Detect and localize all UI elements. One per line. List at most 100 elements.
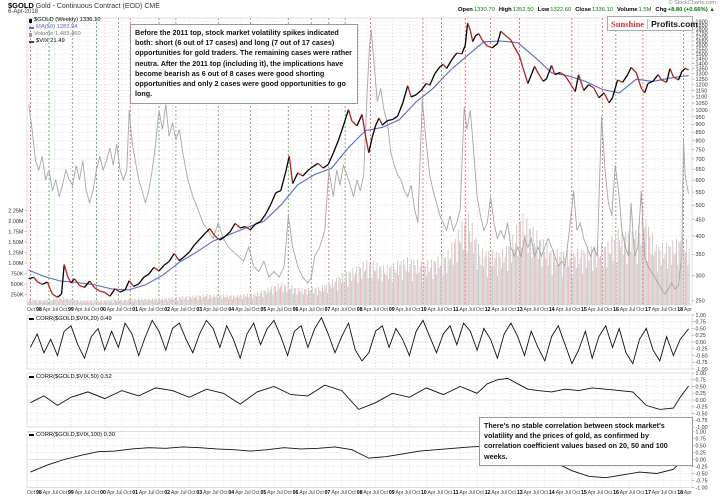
- annotation-box-top: Before the 2011 top, stock market volati…: [130, 24, 358, 104]
- swatch-square-icon: [29, 18, 32, 23]
- symbol-description: Gold - Continuous Contract (EOD) CME: [35, 3, 160, 10]
- date-tick-month: Oct: [251, 306, 260, 313]
- svg-text:750: 750: [696, 147, 705, 153]
- date-tick-month: Apr: [427, 489, 436, 496]
- date-tick-month: Apr: [555, 489, 564, 496]
- date-tick-month: Apr: [138, 306, 147, 313]
- svg-text:500K: 500K: [11, 282, 24, 288]
- svg-text:700: 700: [696, 157, 705, 163]
- legend-text: $GOLD (Weekly) 1336.10: [34, 17, 101, 23]
- svg-text:1900: 1900: [696, 19, 708, 25]
- date-tick-month: Jul: [596, 489, 604, 496]
- date-tick-month: Apr: [106, 306, 115, 313]
- date-tick-month: Oct: [411, 489, 421, 496]
- date-tick-month: Oct: [347, 489, 356, 496]
- date-tick-month: Apr: [42, 306, 51, 313]
- date-tick-year: 06: [292, 306, 299, 313]
- svg-text:1.00: 1.00: [696, 313, 706, 319]
- svg-text:1800: 1800: [696, 27, 708, 33]
- date-tick-month: Jul: [244, 489, 251, 496]
- date-tick-month: Apr: [267, 489, 276, 496]
- date-tick-year: 13: [516, 306, 523, 313]
- price-axis-labels: 1900185018001750170016501600155015001450…: [692, 19, 708, 304]
- quote-label: Open: [458, 7, 473, 13]
- date-tick-month: Jul: [564, 489, 572, 496]
- corr-series-c: [30, 445, 689, 479]
- logo-sunshine: Sunshine: [608, 18, 649, 29]
- date-tick-month: Apr: [363, 306, 372, 313]
- date-tick-month: Jul: [115, 306, 123, 313]
- date-tick-month: Apr: [363, 489, 372, 496]
- date-tick-month: Apr: [42, 489, 51, 496]
- date-tick-month: Apr: [651, 489, 660, 496]
- date-tick-year: 09: [388, 306, 395, 313]
- svg-text:1350: 1350: [696, 66, 708, 72]
- legend-item: MA(50) 1283.94: [29, 24, 101, 31]
- date-tick-month: Oct: [251, 489, 260, 496]
- quote-value: 1322.60: [550, 7, 572, 13]
- chart-date: 6-Apr-2018: [8, 9, 39, 15]
- svg-text:2.25M: 2.25M: [8, 208, 24, 214]
- date-tick-month: Jul: [179, 306, 187, 313]
- svg-text:950: 950: [696, 115, 705, 121]
- svg-text:-0.50: -0.50: [696, 353, 708, 359]
- svg-text:300: 300: [696, 273, 705, 279]
- date-tick-month: Oct: [572, 489, 581, 496]
- date-tick-year: 13: [516, 489, 523, 496]
- date-tick-year: 15: [580, 489, 587, 496]
- legend-text: CORR($GOLD,$VIX,100) 0.30: [36, 432, 115, 438]
- date-tick-year: 03: [196, 306, 203, 313]
- date-tick-month: Jul: [372, 489, 379, 496]
- date-tick-month: Apr: [587, 489, 596, 496]
- annotation-box-bottom: There's no stable correlation between st…: [479, 417, 693, 466]
- date-tick-month: Apr: [235, 306, 244, 313]
- quote-value: 1330.70: [473, 7, 495, 13]
- date-tick-month: Oct: [315, 306, 324, 313]
- date-tick-month: Jul: [500, 489, 507, 496]
- corr20-legend: CORR($GOLD,$VIX,20) 0.49: [29, 316, 112, 322]
- svg-text:1400: 1400: [696, 61, 708, 67]
- vix-series: [28, 29, 690, 296]
- date-tick-year: 05: [260, 489, 267, 496]
- date-tick-year: 10: [420, 489, 427, 496]
- date-tick-month: Jul: [628, 306, 636, 313]
- swatch-line-icon: [29, 375, 34, 378]
- date-tick-month: Oct: [475, 306, 484, 313]
- date-tick-month: Jul: [276, 489, 283, 496]
- date-tick-year: 04: [228, 306, 235, 313]
- svg-text:1500: 1500: [696, 52, 708, 58]
- date-tick-month: Jul: [372, 306, 379, 313]
- date-tick-year: 06: [292, 489, 299, 496]
- svg-text:1750: 1750: [696, 31, 708, 37]
- date-tick-month: Jul: [147, 489, 155, 496]
- svg-text:650: 650: [696, 167, 705, 173]
- swatch-line-icon: [29, 434, 34, 436]
- date-axis-bottom: Oct 98 Apr Jul Oct 99 Apr Jul Oct 00 Apr Jul Oct 01 Ap…: [27, 490, 692, 496]
- svg-text:0.50: 0.50: [696, 326, 706, 332]
- date-tick-month: Jul: [404, 489, 412, 496]
- chart-title: $GOLD Gold - Continuous Contract (EOD) C…: [8, 1, 160, 10]
- date-tick-month: Jul: [179, 489, 187, 496]
- date-tick-month: Oct: [636, 489, 645, 496]
- date-tick-month: Oct: [27, 306, 36, 313]
- svg-text:-1.00: -1.00: [696, 425, 708, 431]
- svg-text:-0.50: -0.50: [696, 411, 708, 417]
- quote-value: 1336.10: [592, 7, 613, 13]
- date-tick-year: 03: [196, 489, 203, 496]
- date-tick-month: Oct: [59, 489, 68, 496]
- corr-series-b: [30, 377, 689, 410]
- date-tick-month: Jul: [83, 489, 91, 496]
- legend-text: MA(50) 1283.94: [36, 24, 78, 30]
- date-tick-year: 02: [164, 306, 171, 313]
- date-tick-year: 08: [356, 306, 363, 313]
- date-tick-month: Apr: [491, 306, 500, 313]
- svg-text:250K: 250K: [11, 292, 24, 298]
- date-tick-month: Jul: [468, 306, 475, 313]
- svg-text:1700: 1700: [696, 35, 708, 41]
- date-tick-month: Apr: [523, 306, 532, 313]
- svg-text:500: 500: [696, 203, 705, 209]
- date-tick-month: Oct: [91, 489, 100, 496]
- date-tick-year: 16: [613, 489, 619, 496]
- svg-text:600: 600: [696, 178, 705, 184]
- svg-text:800: 800: [696, 138, 705, 144]
